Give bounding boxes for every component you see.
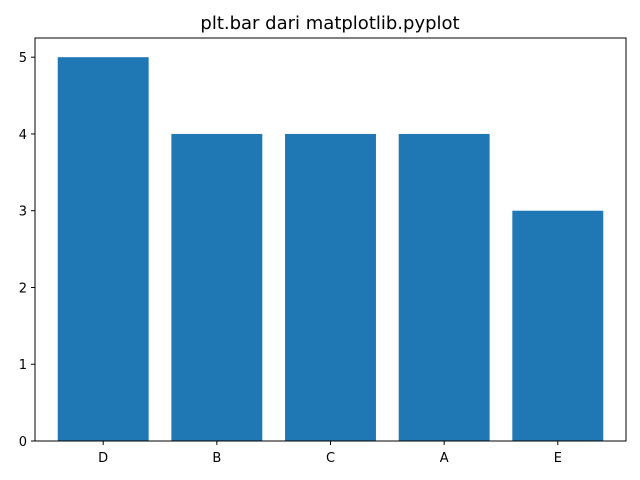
y-tick-label: 0 <box>19 435 27 450</box>
plot-frame <box>34 37 627 442</box>
x-tick-label: D <box>98 451 108 466</box>
bar-B <box>171 133 263 441</box>
y-tick-label: 3 <box>19 205 27 220</box>
x-tick-label: A <box>440 451 449 466</box>
bar-C <box>285 133 376 441</box>
x-tick-label: E <box>554 451 562 466</box>
x-tick-label: B <box>212 451 221 466</box>
bars-group <box>57 57 604 441</box>
y-tick-label: 1 <box>19 358 27 373</box>
y-tick-label: 4 <box>19 128 27 143</box>
y-tick-label: 5 <box>19 51 27 66</box>
y-tick-label: 2 <box>19 281 27 296</box>
bar-D <box>57 57 149 441</box>
bar-E <box>512 210 604 441</box>
x-tick-label: C <box>326 451 335 466</box>
y-axis-ticks: 0 1 2 3 4 5 <box>19 51 35 450</box>
chart-title: plt.bar dari matplotlib.pyplot <box>200 13 459 34</box>
bar-A <box>398 133 490 441</box>
